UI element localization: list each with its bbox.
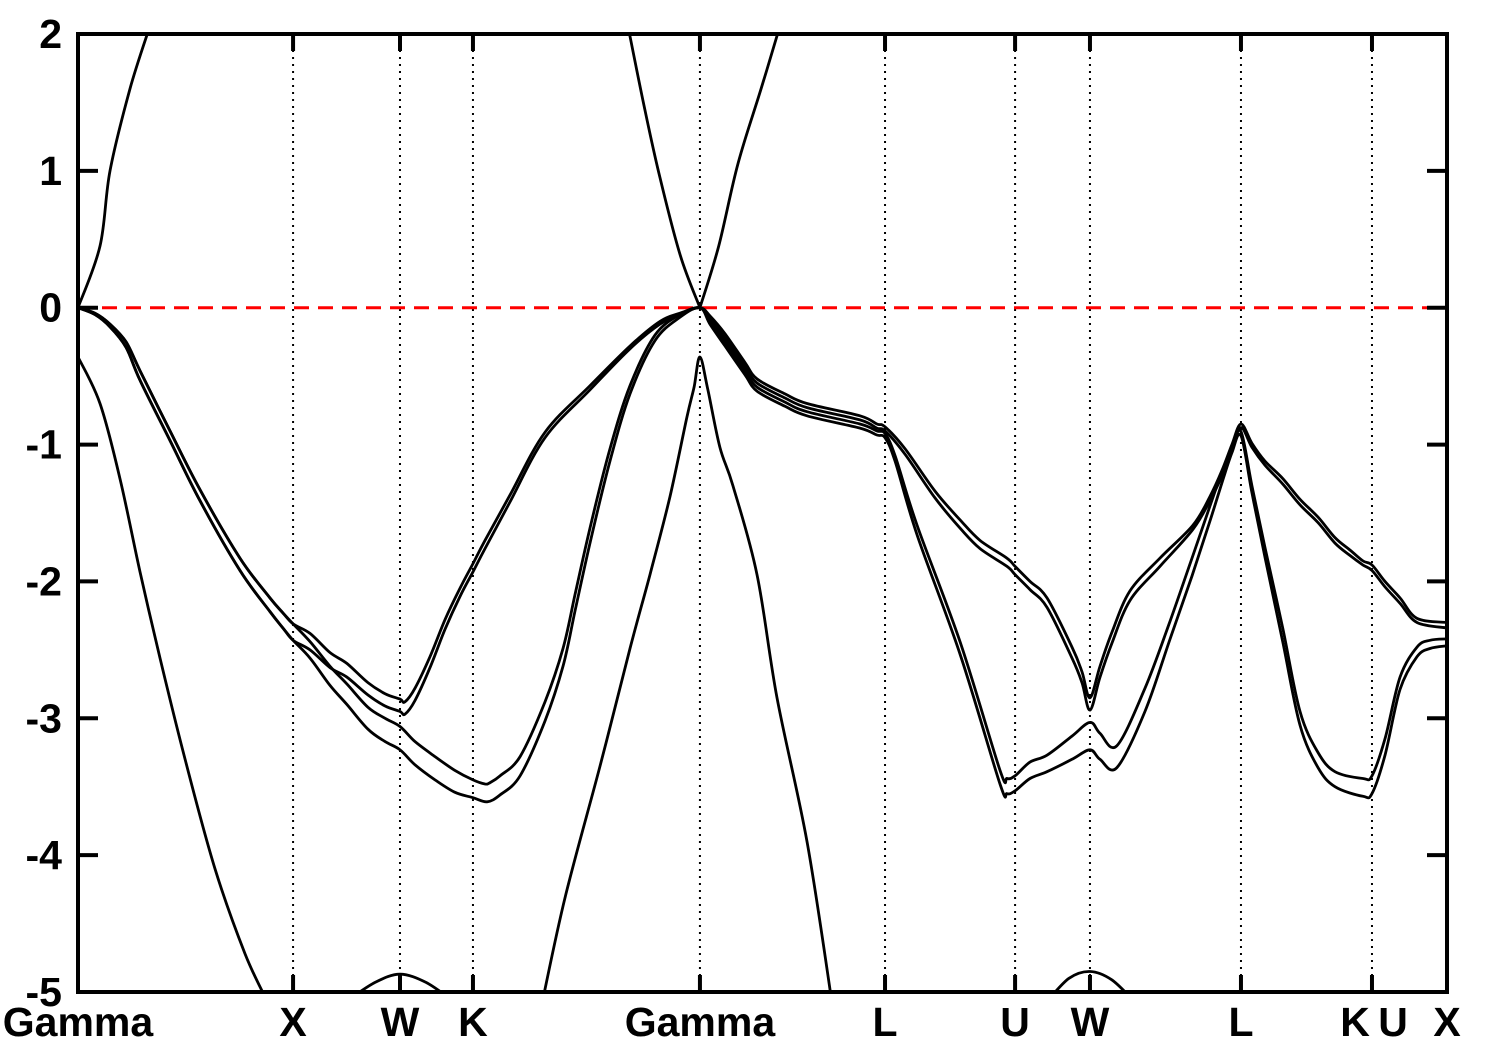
y-tick-label: 2 (39, 11, 62, 57)
band-valence-band-upper-b (78, 306, 1447, 717)
band-deep-band-bump-w1 (357, 972, 444, 992)
kpoint-label-u: U (1378, 999, 1408, 1045)
kpoint-label-l: L (873, 999, 898, 1045)
y-axis-labels: 2 1 0 -1 -2 -3 -4 -5 (26, 11, 63, 1015)
y-tick-label: 1 (39, 148, 62, 194)
band-conduction-cone-gamma1 (78, 34, 149, 310)
kpoint-label-l: L (1228, 999, 1253, 1045)
kpoint-label-w: W (381, 999, 420, 1045)
axis-ticks (78, 32, 1447, 994)
y-tick-label: -5 (26, 969, 62, 1015)
kpoint-labels: Gamma X W K Gamma L U W L K U X (3, 999, 1461, 1045)
band-conduction-cone-gamma2-right (698, 34, 780, 310)
band-conduction-cone-gamma2-left (628, 34, 702, 310)
plot-border (76, 32, 1449, 994)
band-deep-band-bump-w2 (1053, 970, 1128, 992)
band-valence-band-lower-b (78, 306, 1447, 804)
kpoint-label-k: K (458, 999, 488, 1045)
y-tick-label: -3 (26, 695, 62, 741)
band-splitoff-band-gamma2 (542, 355, 832, 992)
kpoint-label-gamma: Gamma (3, 999, 155, 1045)
band-splitoff-band-gamma1 (78, 355, 265, 992)
kpoint-label-x: X (279, 999, 306, 1045)
band-curves (78, 34, 1447, 992)
kpoint-label-k: K (1340, 999, 1370, 1045)
kpoint-label-gamma: Gamma (625, 999, 777, 1045)
y-tick-label: -1 (26, 422, 62, 468)
kpoint-label-u: U (1000, 999, 1030, 1045)
kpoint-label-x: X (1433, 999, 1460, 1045)
y-tick-label: -2 (26, 558, 62, 604)
kpoint-gridlines (292, 36, 1373, 990)
y-tick-label: 0 (39, 285, 62, 331)
kpoint-label-w: W (1071, 999, 1110, 1045)
y-tick-label: -4 (26, 832, 63, 878)
band-valence-band-upper-a (78, 306, 1447, 704)
